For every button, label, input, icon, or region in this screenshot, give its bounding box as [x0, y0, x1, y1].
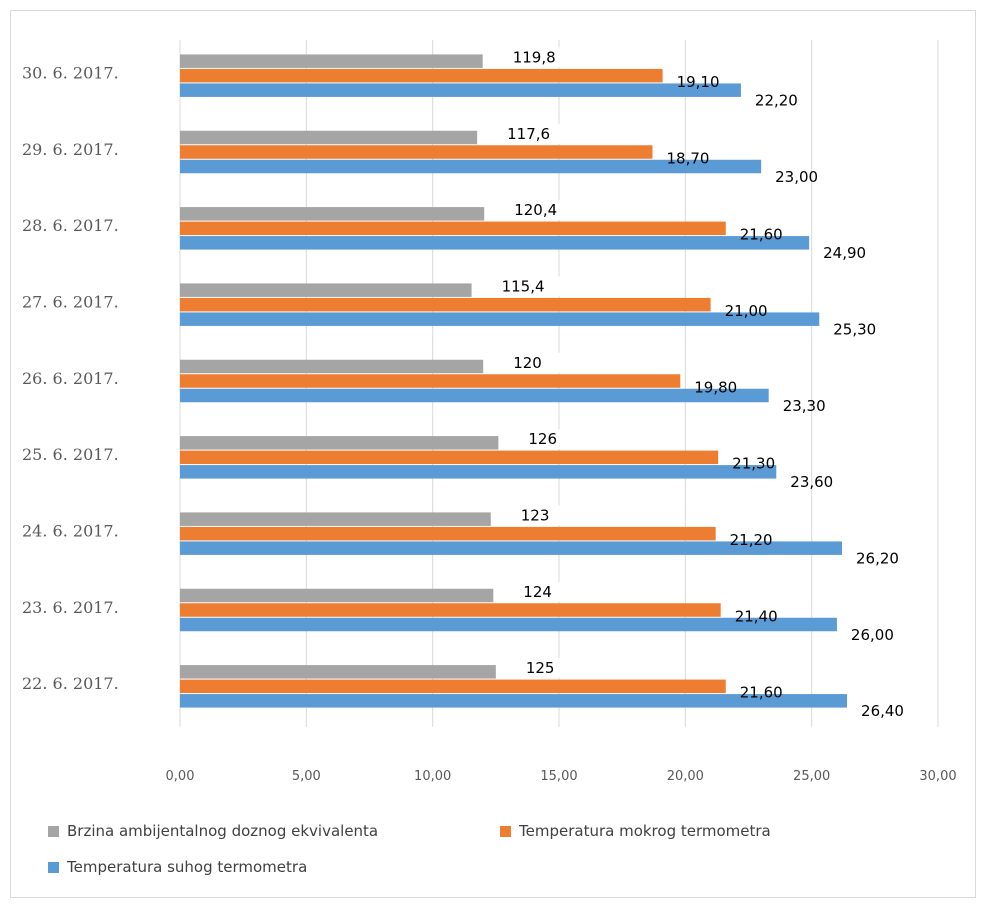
x-tick-label: 0,00 — [166, 769, 195, 784]
category-label: 25. 6. 2017. — [22, 445, 119, 464]
data-label-bg — [497, 123, 566, 144]
data-label: 21,30 — [732, 455, 775, 473]
data-label: 23,60 — [790, 473, 833, 491]
bar — [180, 665, 496, 679]
data-label: 125 — [526, 659, 555, 677]
bar — [180, 145, 653, 159]
bar — [180, 283, 472, 297]
bar — [180, 588, 494, 603]
category-label: 29. 6. 2017. — [22, 140, 119, 159]
x-tick-label: 5,00 — [292, 769, 321, 784]
bar — [180, 359, 484, 374]
legend-swatch — [48, 861, 59, 873]
x-tick-label: 25,00 — [793, 769, 830, 784]
legend-label: Brzina ambijentalnog doznog ekvivalenta — [67, 822, 379, 840]
category-label: 28. 6. 2017. — [22, 216, 119, 235]
bar — [180, 236, 810, 250]
bar — [180, 68, 663, 83]
x-tick-label: 10,00 — [414, 769, 451, 784]
legend-item-wet-temp: Temperatura mokrog termometra — [500, 822, 771, 840]
data-label: 22,20 — [755, 91, 798, 109]
x-tick-label: 30,00 — [919, 769, 956, 784]
bar — [180, 450, 719, 465]
legend-swatch — [48, 825, 59, 837]
data-label: 117,6 — [507, 125, 550, 143]
bars — [180, 54, 848, 708]
bar — [180, 374, 681, 388]
bar-chart: 30. 6. 2017. 29. 6. 2017. 28. 6. 2017. 27. … — [22, 40, 957, 784]
category-label: 23. 6. 2017. — [22, 598, 119, 617]
bar — [180, 603, 721, 617]
category-label: 27. 6. 2017. — [22, 292, 119, 311]
data-label: 21,00 — [725, 302, 768, 320]
data-label-bg — [491, 276, 560, 297]
data-label: 23,00 — [775, 168, 818, 186]
bar — [180, 465, 777, 479]
data-label: 19,10 — [677, 73, 720, 91]
data-label-bg — [502, 47, 571, 68]
bar — [180, 130, 478, 145]
bar — [180, 617, 837, 632]
data-label: 120 — [513, 354, 542, 372]
bar — [180, 526, 716, 541]
data-label: 115,4 — [502, 277, 545, 295]
bar — [180, 694, 848, 708]
bar — [180, 541, 842, 555]
legend-item-dry-temp: Temperatura suhog termometra — [48, 858, 307, 876]
legend-item-dose-rate: Brzina ambijentalnog doznog ekvivalenta — [48, 822, 378, 840]
bar — [180, 159, 762, 174]
chart-frame — [10, 10, 976, 898]
data-label: 119,8 — [513, 48, 556, 66]
bar — [180, 207, 485, 221]
category-label: 22. 6. 2017. — [22, 674, 119, 693]
category-label: 30. 6. 2017. — [22, 63, 119, 82]
legend-label: Temperatura suhog termometra — [67, 858, 308, 876]
data-label-bg — [503, 352, 572, 373]
data-label: 21,60 — [740, 684, 783, 702]
data-label: 23,30 — [783, 397, 826, 415]
data-label-bg — [510, 505, 579, 526]
bar — [180, 312, 820, 326]
data-label-bg — [518, 429, 587, 450]
data-label: 126 — [528, 430, 557, 448]
bar — [180, 83, 741, 97]
data-label: 21,20 — [730, 531, 773, 549]
data-label: 26,20 — [856, 549, 899, 567]
data-label: 24,90 — [823, 244, 866, 262]
data-label: 18,70 — [666, 149, 709, 167]
data-label: 26,00 — [851, 626, 894, 644]
bar — [180, 297, 711, 312]
data-label-bg — [504, 200, 573, 221]
x-axis-tick-labels: 0,00 5,00 10,00 15,00 20,00 25,00 30,00 — [166, 769, 957, 784]
bar — [180, 221, 726, 236]
legend-swatch — [500, 825, 511, 837]
data-label: 123 — [521, 506, 550, 524]
x-tick-label: 15,00 — [540, 769, 577, 784]
data-label: 26,40 — [861, 702, 904, 720]
bar — [180, 436, 499, 450]
data-label: 120,4 — [514, 201, 557, 219]
data-label: 21,60 — [740, 226, 783, 244]
data-label-bg — [515, 658, 584, 679]
bar — [180, 54, 483, 68]
category-label: 26. 6. 2017. — [22, 369, 119, 388]
legend-label: Temperatura mokrog termometra — [519, 822, 771, 840]
bar — [180, 388, 769, 403]
data-label: 19,80 — [694, 378, 737, 396]
data-label: 21,40 — [735, 607, 778, 625]
bar — [180, 512, 491, 526]
data-label: 25,30 — [833, 320, 876, 338]
category-label: 24. 6. 2017. — [22, 521, 119, 540]
data-label: 124 — [523, 583, 552, 601]
x-tick-label: 20,00 — [667, 769, 704, 784]
category-labels: 30. 6. 2017. 29. 6. 2017. 28. 6. 2017. 27. … — [22, 63, 119, 693]
bar — [180, 679, 726, 694]
data-labels: 119,8 19,10 22,20 117,6 18,70 23,00 120,4 21,60… — [491, 47, 904, 720]
data-label-bg — [513, 581, 582, 602]
